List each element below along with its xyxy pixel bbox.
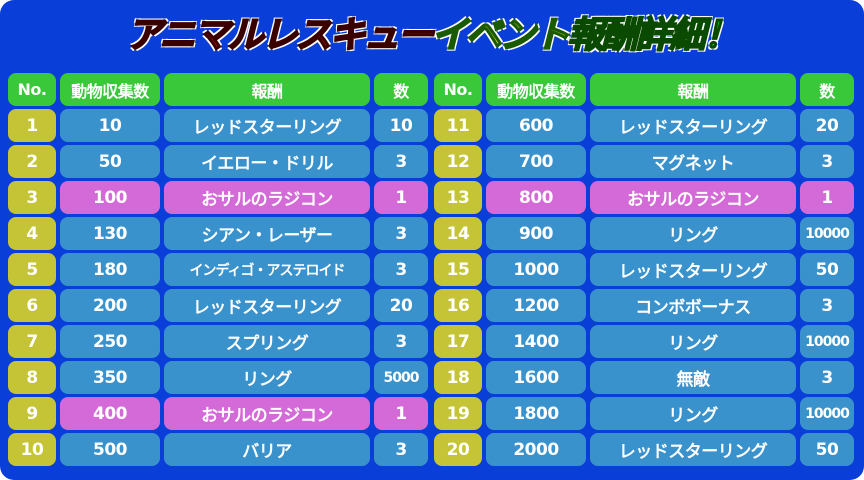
row-reward-cell: リング	[590, 217, 796, 250]
row-reward-cell: レッドスターリング	[590, 253, 796, 286]
header-quantity: 数	[800, 73, 854, 106]
row-qty-cell: 50	[800, 253, 854, 286]
row-count-cell: 500	[60, 433, 160, 466]
row-no-cell: 13	[434, 181, 482, 214]
row-qty-cell: 3	[374, 325, 428, 358]
row-count-cell: 900	[486, 217, 586, 250]
header-animal-count: 動物収集数	[486, 73, 586, 106]
row-count-cell: 1200	[486, 289, 586, 322]
row-reward-cell: リング	[590, 397, 796, 430]
title-reward-details: 報酬詳細！	[567, 14, 741, 57]
row-reward-cell: おサルのラジコン	[164, 181, 370, 214]
row-reward-cell: シアン・レーザー	[164, 217, 370, 250]
row-reward-cell: インディゴ・アステロイド	[164, 253, 370, 286]
row-qty-cell: 3	[374, 145, 428, 178]
row-qty-cell: 3	[374, 433, 428, 466]
row-qty-cell: 3	[800, 289, 854, 322]
row-count-cell: 130	[60, 217, 160, 250]
row-count-cell: 50	[60, 145, 160, 178]
row-reward-cell: 無敵	[590, 361, 796, 394]
row-no-cell: 20	[434, 433, 482, 466]
header-reward: 報酬	[164, 73, 370, 106]
row-count-cell: 2000	[486, 433, 586, 466]
header-quantity: 数	[374, 73, 428, 106]
row-qty-cell: 3	[374, 217, 428, 250]
header-animal-count: 動物収集数	[60, 73, 160, 106]
title-event: イベント	[431, 14, 571, 57]
row-reward-cell: スプリング	[164, 325, 370, 358]
row-qty-cell: 3	[800, 361, 854, 394]
row-no-cell: 11	[434, 109, 482, 142]
row-count-cell: 250	[60, 325, 160, 358]
row-no-cell: 9	[8, 397, 56, 430]
row-no-cell: 8	[8, 361, 56, 394]
header-no: No.	[434, 73, 482, 106]
row-no-cell: 5	[8, 253, 56, 286]
row-qty-cell: 10000	[800, 217, 854, 250]
row-qty-cell: 10000	[800, 397, 854, 430]
row-qty-cell: 1	[374, 181, 428, 214]
row-count-cell: 350	[60, 361, 160, 394]
row-reward-cell: レッドスターリング	[164, 109, 370, 142]
row-count-cell: 180	[60, 253, 160, 286]
row-reward-cell: コンボボーナス	[590, 289, 796, 322]
row-no-cell: 4	[8, 217, 56, 250]
row-qty-cell: 20	[800, 109, 854, 142]
row-reward-cell: おサルのラジコン	[164, 397, 370, 430]
row-count-cell: 800	[486, 181, 586, 214]
row-no-cell: 12	[434, 145, 482, 178]
row-qty-cell: 1	[374, 397, 428, 430]
row-reward-cell: リング	[164, 361, 370, 394]
page-title: アニマルレスキューイベント報酬詳細！	[0, 6, 864, 58]
row-count-cell: 600	[486, 109, 586, 142]
row-no-cell: 6	[8, 289, 56, 322]
row-count-cell: 1400	[486, 325, 586, 358]
row-reward-cell: レッドスターリング	[590, 109, 796, 142]
row-count-cell: 10	[60, 109, 160, 142]
row-reward-cell: レッドスターリング	[164, 289, 370, 322]
row-reward-cell: おサルのラジコン	[590, 181, 796, 214]
row-qty-cell: 50	[800, 433, 854, 466]
row-no-cell: 7	[8, 325, 56, 358]
row-no-cell: 2	[8, 145, 56, 178]
reward-table-right: No. 動物収集数 報酬数 11 600 レッドスターリング 20 12 700 マグネット 3 13…	[434, 73, 854, 466]
row-no-cell: 10	[8, 433, 56, 466]
row-no-cell: 1	[8, 109, 56, 142]
row-reward-cell: バリア	[164, 433, 370, 466]
row-qty-cell: 5000	[374, 361, 428, 394]
row-reward-cell: リング	[590, 325, 796, 358]
row-count-cell: 200	[60, 289, 160, 322]
row-count-cell: 100	[60, 181, 160, 214]
row-qty-cell: 10	[374, 109, 428, 142]
row-qty-cell: 10000	[800, 325, 854, 358]
row-reward-cell: レッドスターリング	[590, 433, 796, 466]
row-count-cell: 400	[60, 397, 160, 430]
row-no-cell: 16	[434, 289, 482, 322]
row-no-cell: 18	[434, 361, 482, 394]
row-qty-cell: 1	[800, 181, 854, 214]
row-qty-cell: 20	[374, 289, 428, 322]
reward-table-left: No. 動物収集数 報酬数 1 10 レッドスターリング 10 2 50 イエロー・ドリル 3 3 10…	[8, 73, 428, 466]
row-no-cell: 17	[434, 325, 482, 358]
row-count-cell: 1600	[486, 361, 586, 394]
row-qty-cell: 3	[374, 253, 428, 286]
row-no-cell: 3	[8, 181, 56, 214]
row-no-cell: 19	[434, 397, 482, 430]
row-qty-cell: 3	[800, 145, 854, 178]
header-reward: 報酬	[590, 73, 796, 106]
title-event-name: アニマルレスキュー	[125, 14, 434, 57]
header-no: No.	[8, 73, 56, 106]
row-no-cell: 14	[434, 217, 482, 250]
row-reward-cell: イエロー・ドリル	[164, 145, 370, 178]
row-reward-cell: マグネット	[590, 145, 796, 178]
row-count-cell: 700	[486, 145, 586, 178]
row-count-cell: 1800	[486, 397, 586, 430]
row-count-cell: 1000	[486, 253, 586, 286]
row-no-cell: 15	[434, 253, 482, 286]
